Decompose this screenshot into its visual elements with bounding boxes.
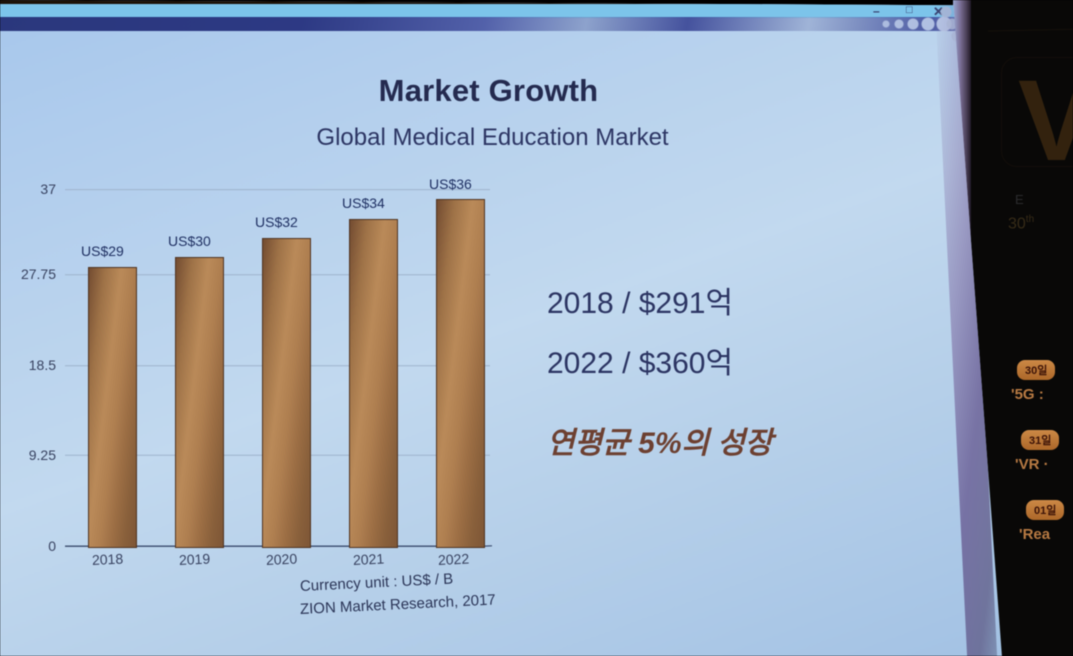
- svg-text:V: V: [1018, 57, 1073, 185]
